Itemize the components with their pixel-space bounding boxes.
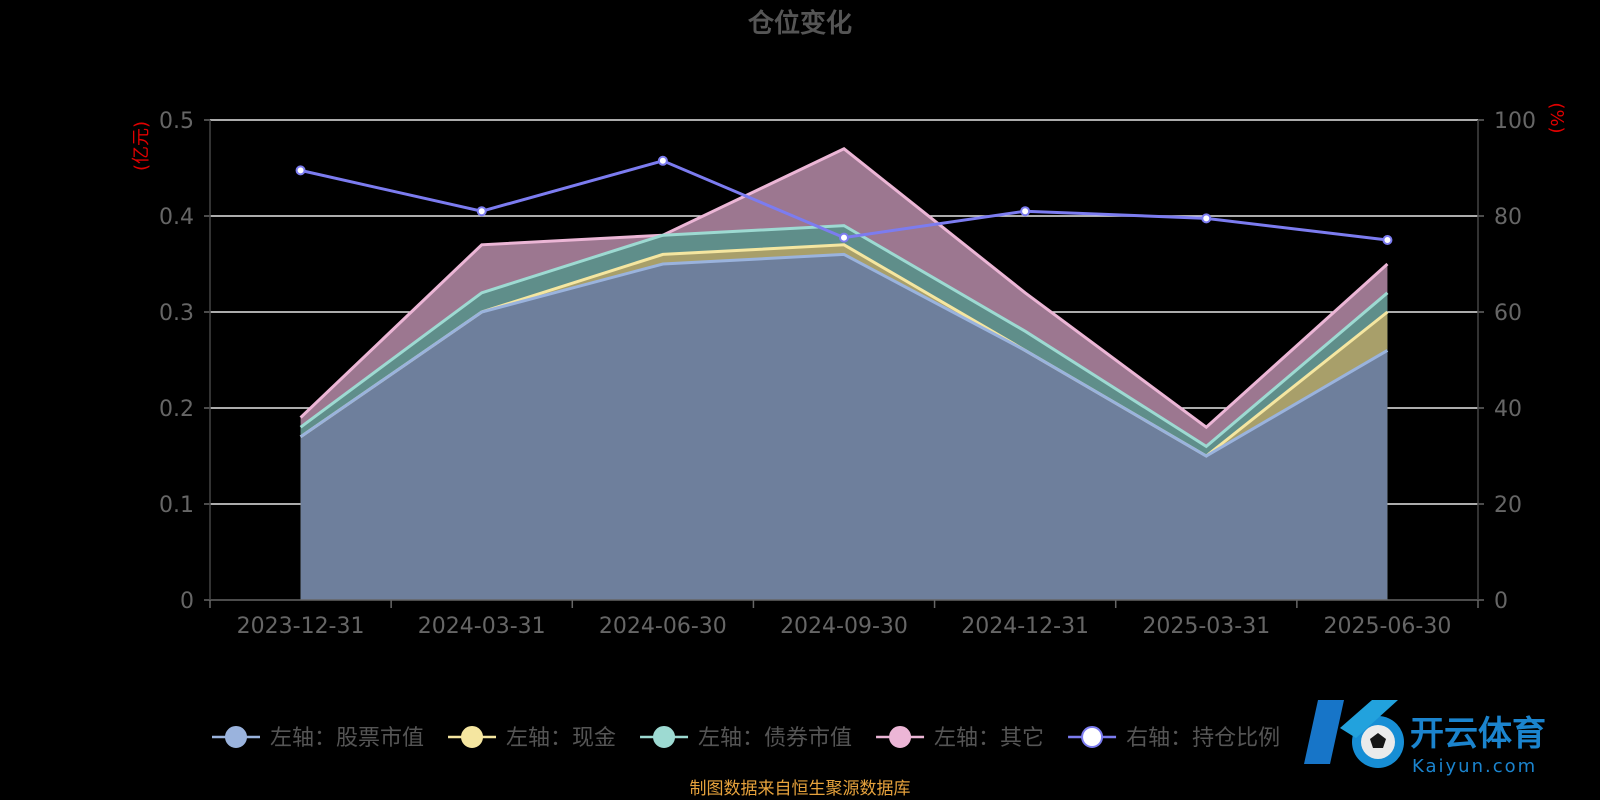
right-axis-unit-label: (%): [1546, 102, 1567, 133]
legend-item[interactable]: 左轴：现金: [448, 726, 616, 751]
left-y-tick-label: 0.5: [159, 109, 194, 134]
area-series-line: [299, 147, 1389, 430]
ratio-data-point: [1020, 206, 1031, 217]
ratio-data-point: [839, 232, 849, 243]
left-y-tick-label: 0.4: [159, 205, 194, 230]
right-y-tick-label: 20: [1494, 493, 1522, 518]
area-series-line: [299, 252, 1389, 458]
kaiyun-watermark-logo: 开云体育 Kaiyun.com: [1304, 700, 1546, 777]
legend-marker-icon: [889, 726, 912, 748]
legend-marker-icon: [461, 726, 484, 748]
legend-label: 左轴：债券市值: [698, 726, 852, 751]
legend-label: 右轴：持仓比例: [1126, 726, 1280, 751]
axes: 0 0 0.1 20 0.2 40 0.3 60 0.4 80 0.5 100 2023-12-31 20…: [159, 109, 1536, 639]
watermark-brand: 开云体育: [1410, 714, 1546, 754]
left-y-tick-label: 0.3: [159, 301, 194, 326]
x-tick-label: 2024-03-31: [418, 614, 546, 639]
right-y-tick-label: 60: [1494, 301, 1522, 326]
source-note: 制图数据来自恒生聚源数据库: [690, 779, 911, 799]
legend-item[interactable]: 左轴：债券市值: [640, 726, 852, 751]
right-y-tick-label: 100: [1494, 109, 1536, 134]
area-series-line: [299, 224, 1389, 449]
legend-item[interactable]: 左轴：股票市值: [212, 726, 424, 751]
ratio-data-point: [1201, 213, 1212, 224]
chart-title: 仓位变化: [747, 8, 852, 39]
x-tick-label: 2023-12-31: [237, 614, 365, 639]
watermark-url: Kaiyun.com: [1412, 756, 1537, 777]
legend-item[interactable]: 左轴：其它: [876, 726, 1044, 751]
right-y-tick-label: 80: [1494, 205, 1522, 230]
right-y-tick-label: 0: [1494, 589, 1508, 614]
legend-marker-icon: [225, 726, 247, 748]
x-tick-label: 2024-06-30: [599, 614, 727, 639]
stacked-areas: [299, 147, 1389, 601]
left-y-tick-label: 0.2: [159, 397, 194, 422]
x-tick-label: 2024-12-31: [961, 614, 1089, 639]
area-band: [300, 254, 1388, 600]
ratio-line-layer: [295, 155, 1393, 245]
legend-marker-icon: [1081, 726, 1104, 748]
left-y-tick-label: 0.1: [159, 493, 194, 518]
x-tick-label: 2024-09-30: [780, 614, 908, 639]
right-y-tick-label: 40: [1494, 397, 1522, 422]
left-axis-unit-label: (亿元): [131, 121, 152, 171]
ratio-data-point: [657, 155, 668, 166]
ratio-data-point: [476, 206, 487, 217]
legend: 左轴：股票市值 左轴：现金 左轴：债券市值 左轴：其它 右轴：持仓比例: [212, 726, 1280, 751]
legend-label: 左轴：股票市值: [270, 726, 424, 751]
x-tick-label: 2025-06-30: [1323, 614, 1451, 639]
left-y-tick-label: 0: [180, 589, 194, 614]
legend-marker-icon: [653, 726, 676, 748]
legend-item[interactable]: 右轴：持仓比例: [1068, 726, 1280, 751]
ratio-data-point: [295, 165, 306, 176]
legend-label: 左轴：其它: [934, 726, 1044, 751]
ratio-data-point: [1382, 235, 1393, 245]
x-tick-label: 2025-03-31: [1142, 614, 1270, 639]
legend-label: 左轴：现金: [506, 726, 616, 751]
